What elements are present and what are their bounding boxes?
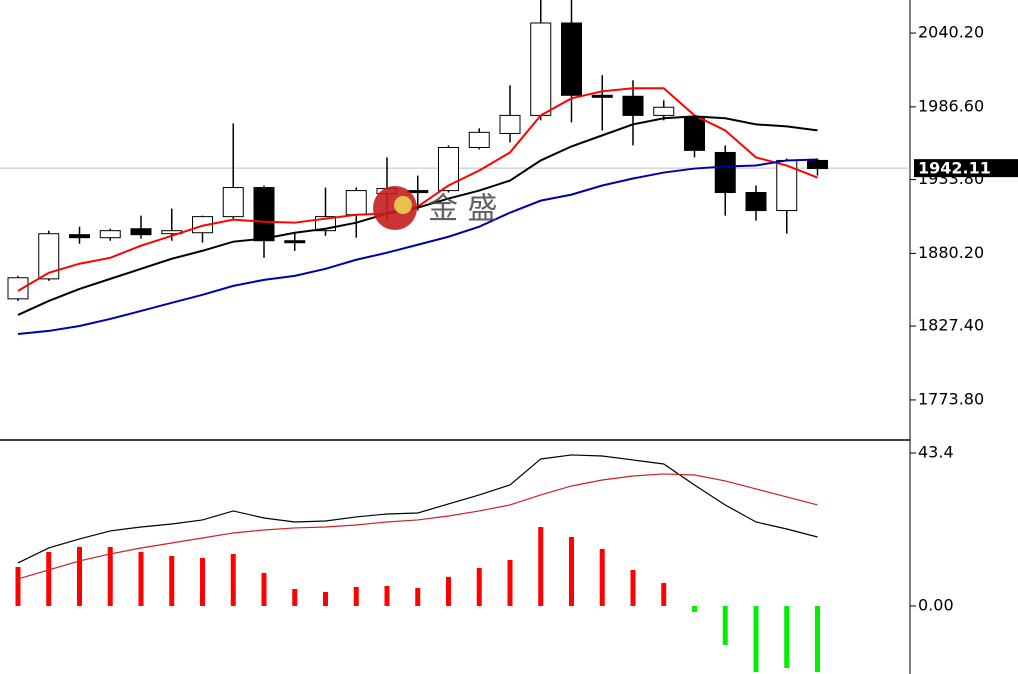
- candle-body: [684, 116, 705, 151]
- histogram-bar: [292, 588, 298, 606]
- histogram-bar: [415, 587, 421, 606]
- histogram-bar: [476, 567, 482, 606]
- histogram-bar: [323, 591, 328, 606]
- histogram-bar: [230, 553, 236, 606]
- histogram-bar: [661, 582, 667, 606]
- candle-body: [807, 159, 828, 170]
- histogram-bar: [46, 551, 52, 606]
- histogram-bar: [138, 551, 144, 606]
- candle-body: [622, 95, 644, 116]
- histogram-bar: [107, 546, 113, 606]
- histogram-bar: [753, 605, 759, 672]
- y-tick-label: 1773.80: [918, 389, 984, 408]
- histogram-bar: [630, 569, 636, 606]
- ma-line: [17, 87, 818, 292]
- histogram-bar: [15, 566, 21, 606]
- macd-panel: [15, 454, 820, 672]
- histogram-bar: [77, 546, 82, 606]
- candle-body: [38, 233, 60, 280]
- candle-body: [499, 114, 521, 134]
- watermark: 金 盛: [373, 186, 498, 230]
- y-tick-label: 1827.40: [918, 316, 984, 335]
- y-tick-label: 43.4: [918, 442, 954, 461]
- ma-line: [17, 158, 818, 335]
- histogram-bar: [446, 576, 451, 606]
- watermark-logo: [394, 196, 412, 214]
- histogram-bar: [384, 585, 390, 606]
- candle-body: [468, 131, 490, 148]
- histogram-bar: [784, 605, 790, 668]
- histogram-bar: [599, 548, 605, 606]
- ma-line: [17, 454, 818, 564]
- price-panel: 金 盛: [0, 0, 910, 335]
- candle-body: [99, 230, 121, 239]
- candle-body: [561, 22, 582, 96]
- candle-body: [69, 234, 90, 239]
- candle-body: [222, 187, 244, 218]
- candle-body: [284, 240, 306, 244]
- candle-body: [591, 94, 613, 98]
- histogram-bar: [538, 526, 544, 606]
- candle-body: [530, 22, 552, 116]
- y-tick-label: 1986.60: [918, 96, 984, 115]
- histogram-bar: [261, 572, 267, 606]
- candle-body: [438, 146, 459, 192]
- ma-line: [17, 115, 818, 316]
- price-tag: [914, 159, 1018, 178]
- candle-body: [7, 277, 29, 300]
- histogram-bar: [569, 536, 574, 606]
- y-tick-label: 0.00: [918, 595, 954, 614]
- histogram-bar: [692, 605, 697, 612]
- candle-body: [253, 187, 275, 242]
- candle-body: [714, 151, 736, 194]
- candle-body: [407, 190, 429, 194]
- histogram-bar: [169, 555, 175, 606]
- candle-body: [745, 192, 767, 212]
- y-tick-label: 1880.20: [918, 243, 984, 262]
- price-tag-label: 1942.11: [918, 159, 991, 178]
- histogram-bar: [353, 586, 359, 606]
- candle-body: [653, 106, 675, 116]
- histogram-bar: [722, 605, 728, 645]
- axis: 1773.801827.401880.201933.801986.602040.…: [910, 23, 1018, 614]
- y-tick-label: 2040.20: [918, 23, 984, 42]
- candle-body: [130, 228, 152, 236]
- histogram-bar: [815, 605, 820, 672]
- watermark-text: 金 盛: [428, 192, 498, 227]
- ma-line: [17, 473, 818, 580]
- histogram-bar: [200, 557, 205, 606]
- candle-body: [345, 190, 367, 216]
- histogram-bar: [507, 559, 513, 606]
